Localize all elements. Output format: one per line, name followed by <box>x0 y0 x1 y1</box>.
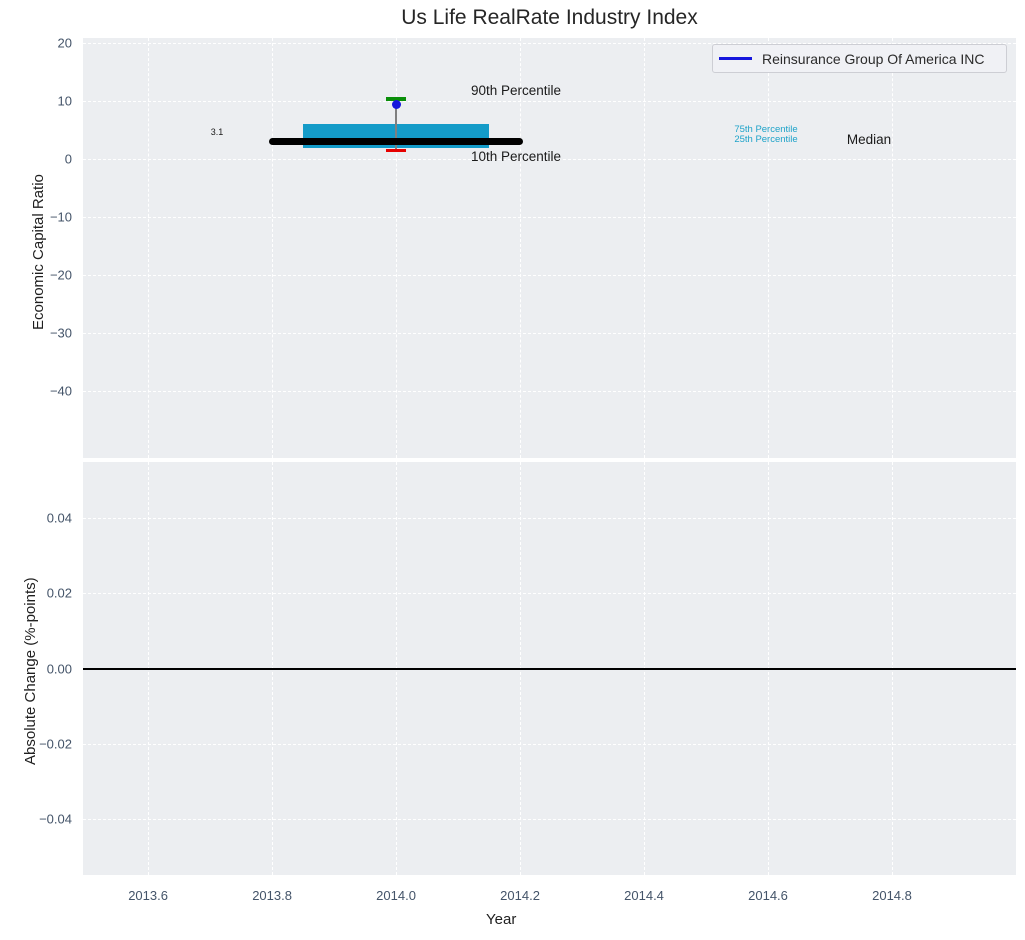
x-gridline <box>644 38 646 458</box>
y-tick-label: −30 <box>49 325 72 341</box>
company-marker <box>391 99 401 109</box>
y-gridline <box>83 518 1016 520</box>
y-tick-label: 0.02 <box>46 585 72 601</box>
annotation-10th-percentile: 10th Percentile <box>470 149 562 164</box>
y-tick-label: −0.04 <box>39 811 72 827</box>
annotation-median-value: 3.1 <box>210 127 224 137</box>
annotation-90th-percentile: 90th Percentile <box>470 83 562 98</box>
y-gridline <box>83 332 1016 334</box>
y-tick-label: 0.04 <box>46 510 72 526</box>
legend-entry-label: Reinsurance Group Of America INC <box>762 50 985 67</box>
y-gridline <box>83 43 1016 45</box>
annotation-75th-percentile: 75th Percentile <box>734 124 798 135</box>
x-tick-label: 2014.0 <box>376 888 416 903</box>
y-gridline <box>83 390 1016 392</box>
x-gridline <box>520 38 522 458</box>
y-tick-label: 20 <box>57 35 72 51</box>
annotation-median: Median <box>846 132 892 147</box>
bottom-y-axis-label: Absolute Change (%-points) <box>22 577 39 765</box>
chart-title: Us Life RealRate Industry Index <box>401 6 698 29</box>
p90-cap <box>386 97 406 102</box>
y-tick-label: 10 <box>57 93 72 109</box>
y-gridline <box>83 101 1016 103</box>
whisker-line <box>395 99 398 151</box>
x-tick-label: 2013.6 <box>128 888 168 903</box>
x-tick-label: 2014.8 <box>872 888 912 903</box>
x-tick-label: 2014.2 <box>500 888 540 903</box>
x-tick-label: 2013.8 <box>252 888 292 903</box>
y-tick-label: −10 <box>49 209 72 225</box>
x-gridline <box>892 38 893 458</box>
y-tick-label: 0 <box>64 151 72 167</box>
zero-line <box>83 667 1016 670</box>
x-gridline <box>148 38 150 458</box>
y-tick-label: −20 <box>49 267 72 283</box>
annotation-25th-percentile: 25th Percentile <box>734 134 798 145</box>
y-tick-label: −40 <box>49 383 72 399</box>
median-line <box>269 137 524 145</box>
x-tick-label: 2014.6 <box>748 888 788 903</box>
p10-cap <box>386 149 406 153</box>
y-gridline <box>83 159 1016 161</box>
y-gridline <box>83 593 1016 595</box>
x-gridline <box>396 38 398 458</box>
y-tick-label: −0.02 <box>39 736 72 752</box>
top-y-axis-label: Economic Capital Ratio <box>30 174 47 330</box>
top-axes <box>83 38 1016 458</box>
y-gridline <box>83 743 1016 745</box>
legend-line-swatch <box>719 57 752 60</box>
legend: Reinsurance Group Of America INC <box>712 44 1007 73</box>
y-gridline <box>83 217 1016 218</box>
x-axis-label: Year <box>486 911 517 928</box>
x-gridline <box>272 38 274 458</box>
x-tick-label: 2014.4 <box>624 888 664 903</box>
y-tick-label: 0.00 <box>46 661 72 676</box>
y-gridline <box>83 818 1016 820</box>
y-gridline <box>83 274 1016 276</box>
x-gridline <box>768 38 770 458</box>
